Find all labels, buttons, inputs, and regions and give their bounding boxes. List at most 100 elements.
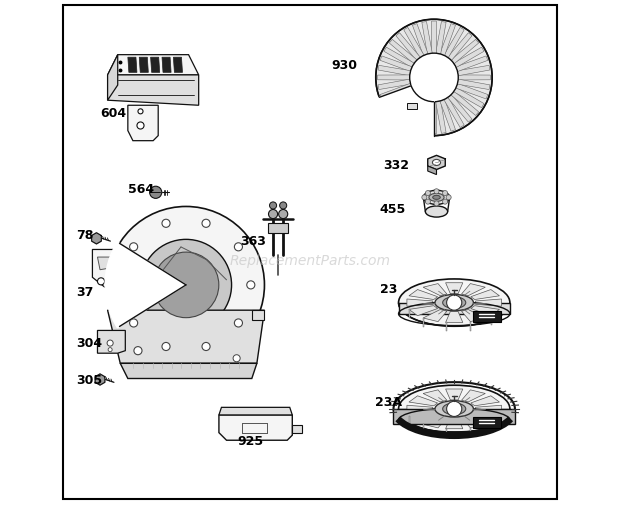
Polygon shape (448, 34, 472, 62)
Circle shape (202, 220, 210, 228)
Circle shape (268, 210, 278, 219)
Polygon shape (423, 424, 424, 433)
Polygon shape (378, 76, 410, 81)
Polygon shape (461, 416, 485, 428)
Polygon shape (454, 88, 484, 109)
Wedge shape (105, 242, 186, 328)
Polygon shape (128, 106, 158, 141)
Circle shape (134, 347, 142, 355)
Circle shape (422, 195, 427, 200)
Polygon shape (399, 303, 510, 314)
Polygon shape (444, 28, 464, 59)
Text: 930: 930 (331, 59, 357, 72)
Circle shape (137, 123, 144, 130)
Polygon shape (384, 48, 414, 68)
Ellipse shape (399, 385, 510, 433)
Polygon shape (432, 22, 436, 54)
Polygon shape (448, 95, 472, 123)
Text: 78: 78 (76, 228, 94, 241)
Polygon shape (423, 284, 447, 296)
Polygon shape (458, 66, 490, 77)
Circle shape (117, 281, 125, 289)
Ellipse shape (435, 295, 474, 311)
Circle shape (446, 195, 451, 200)
Ellipse shape (435, 401, 474, 417)
Circle shape (278, 210, 288, 219)
Ellipse shape (425, 207, 448, 218)
Polygon shape (476, 299, 502, 307)
Text: 925: 925 (237, 434, 264, 447)
Text: 332: 332 (383, 159, 409, 172)
Circle shape (130, 319, 138, 327)
Polygon shape (446, 389, 463, 400)
Circle shape (247, 281, 255, 289)
Polygon shape (113, 250, 125, 273)
Polygon shape (380, 57, 412, 72)
Polygon shape (412, 25, 428, 57)
Polygon shape (252, 311, 265, 321)
Circle shape (425, 191, 430, 196)
Polygon shape (428, 167, 436, 175)
Circle shape (434, 189, 439, 194)
Polygon shape (92, 233, 101, 244)
Circle shape (443, 199, 448, 205)
Circle shape (153, 252, 219, 318)
Polygon shape (440, 25, 456, 57)
Polygon shape (461, 310, 485, 322)
Polygon shape (219, 415, 292, 440)
Circle shape (434, 201, 439, 207)
Text: 604: 604 (100, 107, 126, 120)
Circle shape (162, 343, 170, 351)
Polygon shape (407, 299, 433, 307)
Polygon shape (409, 396, 438, 406)
Polygon shape (471, 412, 500, 422)
Circle shape (446, 401, 462, 417)
Polygon shape (389, 40, 417, 65)
Polygon shape (409, 306, 438, 316)
Text: 37: 37 (76, 285, 94, 298)
Polygon shape (458, 80, 490, 90)
Polygon shape (446, 312, 463, 323)
Polygon shape (140, 58, 148, 73)
Polygon shape (456, 84, 488, 100)
Polygon shape (407, 406, 433, 413)
Polygon shape (268, 223, 288, 233)
Circle shape (202, 343, 210, 351)
Circle shape (108, 348, 112, 352)
Polygon shape (97, 331, 125, 354)
Circle shape (108, 207, 265, 364)
Ellipse shape (399, 279, 510, 327)
Circle shape (425, 199, 430, 205)
Polygon shape (380, 84, 412, 100)
Polygon shape (423, 310, 447, 322)
Polygon shape (409, 310, 410, 319)
Polygon shape (446, 283, 463, 294)
Polygon shape (422, 22, 432, 55)
Polygon shape (476, 406, 502, 413)
Ellipse shape (429, 194, 444, 202)
Text: ReplacementParts.com: ReplacementParts.com (229, 253, 391, 267)
Circle shape (138, 110, 143, 115)
Ellipse shape (433, 160, 441, 166)
Polygon shape (451, 92, 479, 116)
Polygon shape (108, 76, 198, 106)
Polygon shape (491, 316, 492, 325)
Polygon shape (108, 56, 198, 76)
Polygon shape (451, 40, 479, 65)
Polygon shape (471, 396, 500, 406)
Polygon shape (409, 416, 410, 425)
Polygon shape (436, 102, 446, 134)
Polygon shape (472, 418, 501, 429)
Polygon shape (491, 422, 492, 431)
Wedge shape (377, 78, 434, 139)
Polygon shape (378, 66, 410, 77)
Circle shape (233, 355, 240, 362)
Circle shape (107, 340, 113, 346)
Text: 23: 23 (380, 282, 397, 295)
Circle shape (270, 203, 277, 210)
Circle shape (141, 240, 232, 331)
Circle shape (97, 278, 105, 285)
Ellipse shape (433, 196, 440, 200)
Polygon shape (432, 103, 436, 134)
Polygon shape (436, 22, 446, 55)
